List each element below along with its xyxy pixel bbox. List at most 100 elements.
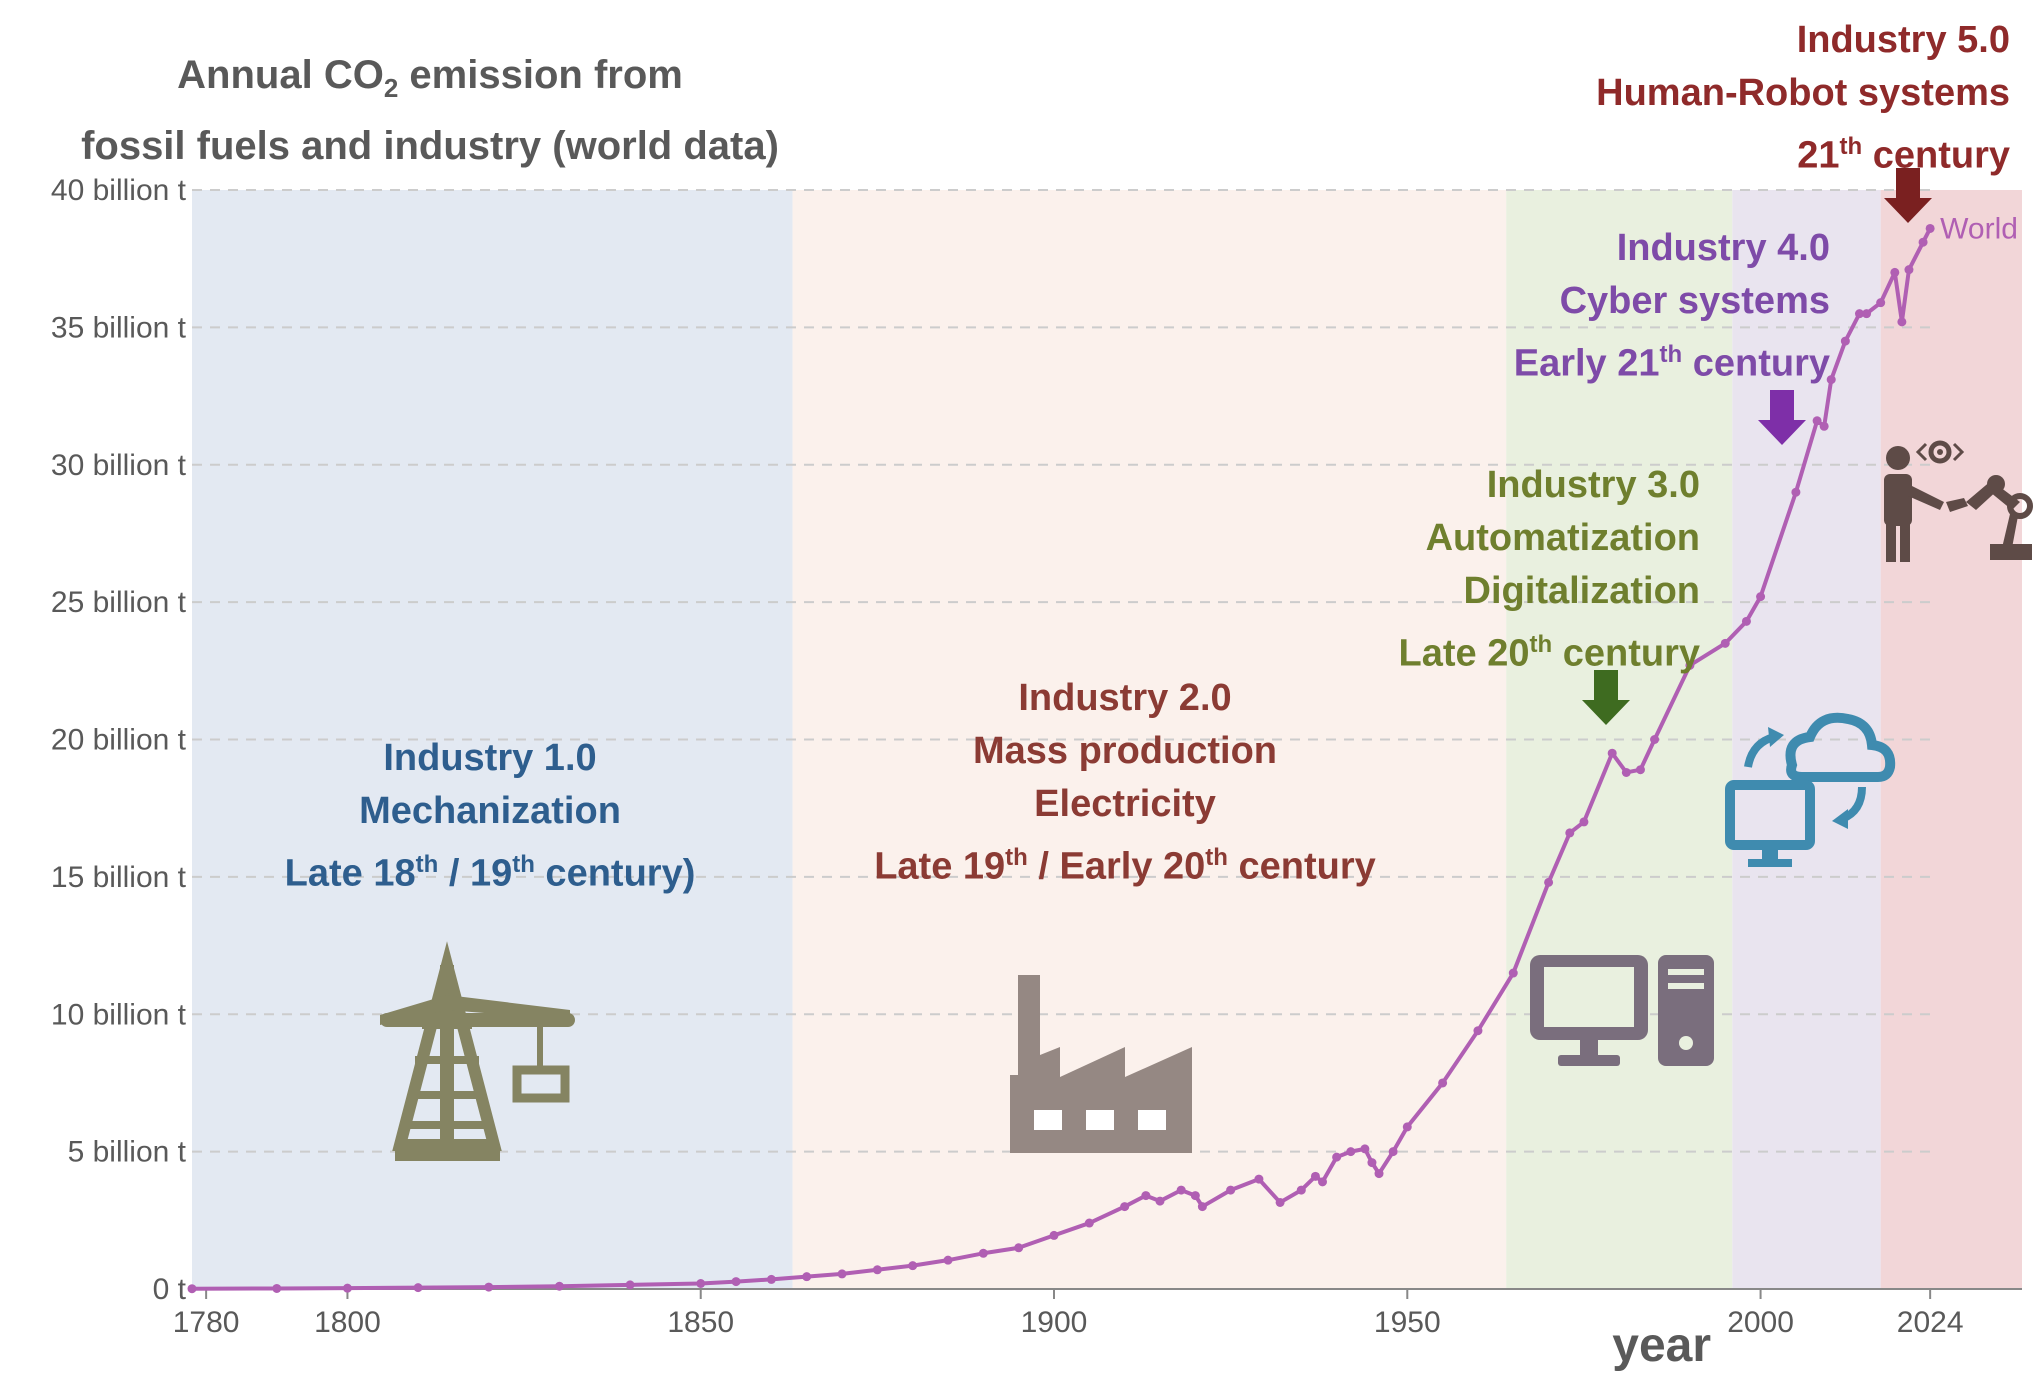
data-point (1925, 223, 1935, 233)
computer-icon (1530, 955, 1714, 1066)
y-tick-label: 40 billion t (51, 174, 187, 207)
data-point (1310, 1171, 1320, 1181)
era2-label: Industry 2.0 Mass production Electricity… (835, 672, 1415, 894)
era3-line2: Automatization (1425, 517, 1700, 559)
data-point (1791, 487, 1801, 497)
series-label-world: World (1940, 212, 2018, 245)
era5-band (1880, 190, 2022, 1289)
title-line1-sub: 2 (383, 73, 399, 103)
data-point (1508, 968, 1518, 978)
data-point (1473, 1026, 1483, 1036)
data-point (1685, 660, 1695, 670)
title-line1-post: emission from (398, 53, 683, 97)
data-point (943, 1255, 953, 1265)
era3-line1: Industry 3.0 (1486, 464, 1700, 506)
data-point (1388, 1147, 1398, 1157)
era3-line3: Digitalization (1463, 570, 1700, 612)
data-point (1346, 1147, 1356, 1157)
data-point (1360, 1144, 1370, 1154)
era5-line2: Human-Robot systems (1596, 72, 2010, 114)
data-point (837, 1269, 847, 1279)
data-point (1332, 1152, 1342, 1162)
data-point (908, 1261, 918, 1271)
y-tick-label: 25 billion t (51, 586, 187, 619)
data-point (1544, 877, 1554, 887)
x-tick-label: 1780 (173, 1306, 240, 1339)
crane-icon (380, 941, 575, 1161)
data-point (1720, 638, 1730, 648)
x-axis-label: year (1612, 1319, 1711, 1372)
data-point (1275, 1197, 1285, 1207)
data-point (1438, 1078, 1448, 1088)
data-point (1367, 1158, 1377, 1168)
y-tick-label: 20 billion t (51, 724, 187, 757)
era2-line3: Electricity (1034, 783, 1216, 825)
data-point (1918, 237, 1928, 247)
data-point (1876, 298, 1886, 308)
data-point (1190, 1191, 1200, 1201)
human-robot-icon (1884, 440, 2033, 562)
title-line1-pre: Annual CO (177, 53, 384, 97)
data-point (1296, 1185, 1306, 1195)
data-point (1402, 1122, 1412, 1132)
era3-arrow-icon (1582, 670, 1630, 725)
y-tick-label: 30 billion t (51, 449, 187, 482)
data-point (1084, 1218, 1094, 1228)
era4-line1: Industry 4.0 (1616, 227, 1830, 269)
era4-arrow-icon (1758, 390, 1806, 445)
data-point (1120, 1202, 1130, 1212)
x-tick-label: 1850 (667, 1306, 734, 1339)
data-point (413, 1283, 423, 1293)
era3-century: Late 20th century (1398, 631, 1700, 675)
data-point (554, 1281, 564, 1291)
data-point (1254, 1174, 1264, 1184)
era1-line1: Industry 1.0 (383, 737, 597, 779)
data-point (802, 1272, 812, 1282)
era2-line2: Mass production (972, 730, 1278, 772)
data-point (272, 1283, 282, 1293)
cloud-computing-icon (1725, 712, 1896, 867)
data-point (1318, 1177, 1328, 1187)
data-point (1890, 267, 1900, 277)
x-tick-label: 2000 (1727, 1306, 1794, 1339)
data-point (1226, 1185, 1236, 1195)
data-point (978, 1248, 988, 1258)
data-point (872, 1265, 882, 1275)
y-tick-label: 35 billion t (51, 311, 187, 344)
data-point (1854, 309, 1864, 319)
data-point (1904, 265, 1914, 275)
era5-arrow-icon (1884, 168, 1932, 223)
data-point (1014, 1243, 1024, 1253)
data-point (342, 1283, 352, 1293)
data-point (484, 1282, 494, 1292)
x-tick-label: 1800 (314, 1306, 381, 1339)
era3-label: Industry 3.0 Automatization Digitalizati… (1290, 459, 1700, 681)
data-point (1840, 336, 1850, 346)
data-point (1176, 1185, 1186, 1195)
y-tick-label: 0 t (153, 1273, 187, 1306)
era5-label: Industry 5.0 Human-Robot systems 21th ce… (1510, 14, 2010, 183)
era2-century: Late 19th / Early 20th century (874, 844, 1376, 888)
era5-century: 21th century (1797, 133, 2010, 177)
data-point (1141, 1191, 1151, 1201)
era2-line1: Industry 2.0 (1018, 677, 1232, 719)
data-point (1579, 817, 1589, 827)
data-point (1155, 1196, 1165, 1206)
data-point (1621, 767, 1631, 777)
era1-label: Industry 1.0 Mechanization Late 18th / 1… (220, 732, 760, 901)
data-point (1565, 828, 1575, 838)
x-tick-label: 1900 (1021, 1306, 1088, 1339)
data-point (696, 1279, 706, 1289)
data-point (1812, 416, 1822, 426)
data-point (1650, 735, 1660, 744)
y-tick-label: 15 billion t (51, 861, 187, 894)
x-tick-label: 2024 (1897, 1306, 1964, 1339)
era4-line2: Cyber systems (1559, 280, 1830, 322)
factory-icon (1010, 975, 1192, 1153)
era1-line2: Mechanization (359, 790, 621, 832)
data-point (1741, 616, 1751, 626)
data-point (766, 1274, 776, 1284)
data-point (1826, 375, 1836, 385)
title-line2: fossil fuels and industry (world data) (81, 124, 779, 168)
data-point (1756, 592, 1766, 602)
